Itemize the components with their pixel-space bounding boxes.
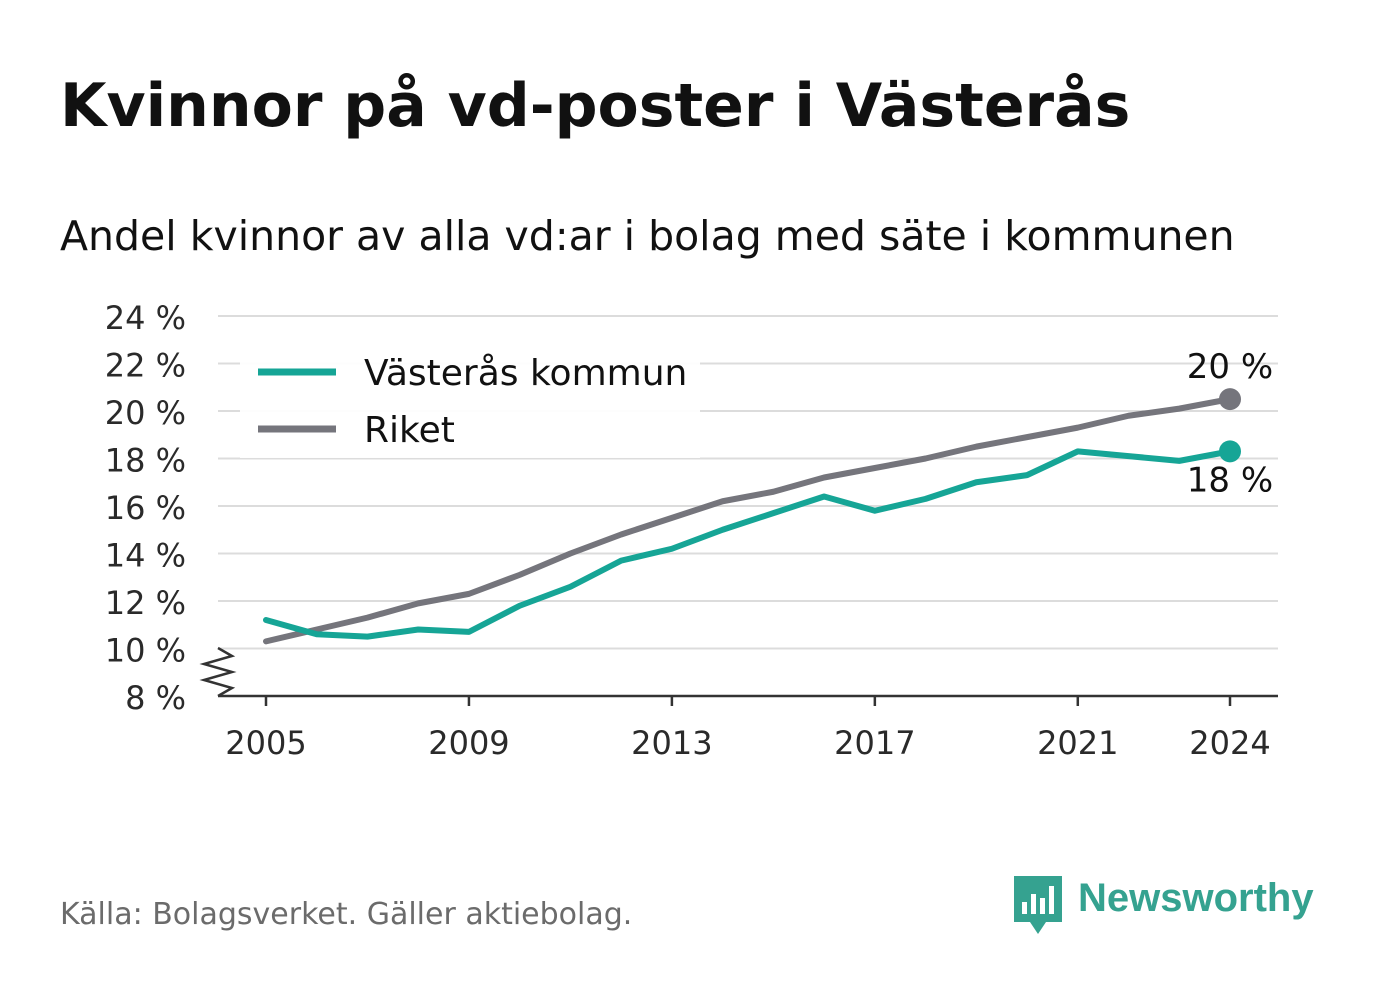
y-tick-label: 14 % — [105, 537, 186, 575]
y-tick-label: 18 % — [105, 442, 186, 480]
x-tick-label: 2024 — [1189, 724, 1270, 762]
y-tick-label: 20 % — [105, 394, 186, 432]
y-tick-label: 8 % — [125, 679, 186, 717]
series-line — [263, 448, 1233, 640]
chart-title: Kvinnor på vd-poster i Västerås — [60, 71, 1131, 141]
y-tick-label: 16 % — [105, 489, 186, 527]
y-tick-label: 24 % — [105, 299, 186, 337]
chart-subtitle: Andel kvinnor av alla vd:ar i bolag med … — [60, 212, 1235, 260]
x-tick-label: 2013 — [631, 724, 712, 762]
legend-label: Västerås kommun — [364, 353, 687, 394]
y-tick-label: 12 % — [105, 584, 186, 622]
x-tick-label: 2005 — [225, 724, 306, 762]
brand-logo[interactable]: Newsworthy — [1010, 872, 1314, 942]
end-labels: 20 % 18 % — [1187, 347, 1273, 500]
legend-box — [240, 340, 700, 458]
series-end-point — [1219, 440, 1241, 463]
line-chart: 8 % 10 % 12 % 14 % 16 % 18 % 20 % 22 % 24 % 2005 2… — [105, 299, 1278, 762]
bar-chart-speech-bubble-icon — [1014, 876, 1062, 934]
legend: Västerås kommun Riket — [240, 340, 700, 458]
end-label-vasteras: 18 % — [1187, 460, 1273, 500]
series-line — [263, 396, 1233, 645]
x-tick-label: 2017 — [834, 724, 915, 762]
series-lines — [263, 388, 1241, 645]
x-tick-label: 2021 — [1037, 724, 1118, 762]
legend-label: Riket — [364, 410, 455, 451]
brand-name: Newsworthy — [1078, 876, 1314, 920]
source-note: Källa: Bolagsverket. Gäller aktiebolag. — [60, 897, 633, 932]
axis-break-icon — [199, 646, 237, 698]
axes: 8 % 10 % 12 % 14 % 16 % 18 % 20 % 22 % 24 % 2005 2… — [105, 299, 1278, 762]
end-label-riket: 20 % — [1187, 347, 1273, 387]
y-tick-label: 10 % — [105, 632, 186, 670]
x-tick-label: 2009 — [428, 724, 509, 762]
series-end-point — [1219, 388, 1241, 411]
y-tick-label: 22 % — [105, 347, 186, 385]
